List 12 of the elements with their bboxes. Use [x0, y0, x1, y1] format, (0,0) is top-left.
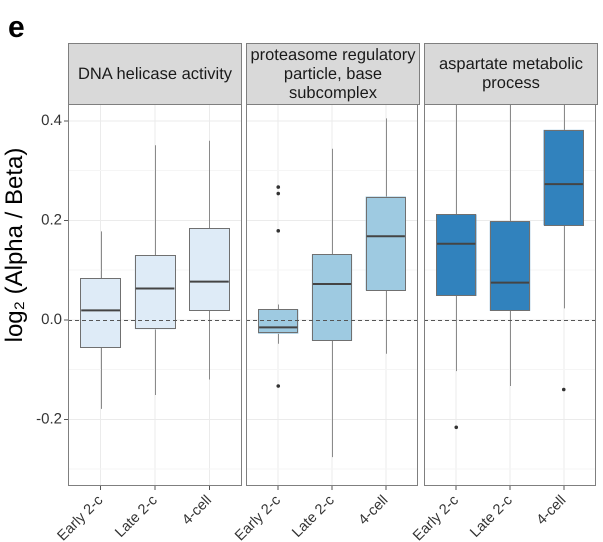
- y-tick-label: 0.2: [41, 212, 62, 229]
- y-tick-label: 0.4: [41, 112, 62, 130]
- y-tick-label: -0.2: [36, 410, 62, 428]
- text: e: [8, 11, 25, 44]
- panel-header: proteasome regulatory particle, base subcomplex: [246, 43, 420, 105]
- panel-header: DNA helicase activity: [68, 43, 242, 105]
- x-tick-label: Late 2-c: [112, 492, 161, 541]
- y-tick-label: 0.0: [41, 311, 62, 328]
- x-tick-label: Late 2-c: [467, 492, 516, 541]
- y-axis-title: log₂ (Alpha / Beta): [1, 148, 29, 342]
- x-tick-label: Late 2-c: [289, 492, 338, 541]
- panel-header: aspartate metabolic process: [424, 43, 598, 105]
